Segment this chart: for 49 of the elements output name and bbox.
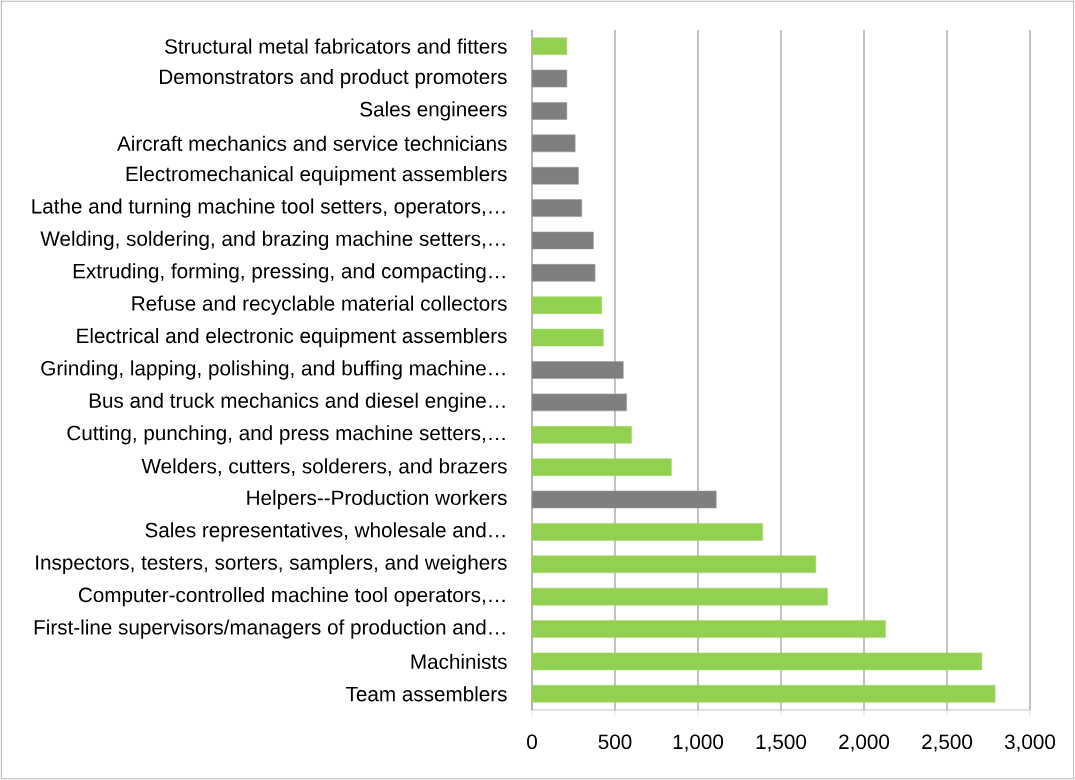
bar xyxy=(531,166,579,185)
x-tick-label: 1,500 xyxy=(756,734,807,752)
x-tick-label: 1,000 xyxy=(673,734,724,752)
bar xyxy=(531,620,886,638)
bar xyxy=(531,393,627,412)
y-tick-label: Helpers--Production workers xyxy=(247,489,507,510)
y-tick-label: Machinists xyxy=(411,653,507,670)
bar xyxy=(531,361,624,379)
bar xyxy=(531,523,764,541)
y-tick-label: Welders, cutters, solderers, and brazers xyxy=(141,458,507,476)
y-tick-label: Structural metal fabricators and fitters xyxy=(165,38,507,54)
y-tick-label: Computer-controlled machine tool operators,… xyxy=(78,587,505,607)
bar xyxy=(531,199,583,217)
y-tick-label: Extruding, forming, pressing, and compacting… xyxy=(73,263,505,283)
x-tick-label: 2,500 xyxy=(922,734,973,752)
bar xyxy=(531,490,717,509)
bar xyxy=(531,458,672,476)
y-tick-label: Sales representatives, wholesale and… xyxy=(145,522,505,542)
y-tick-label: First-line supervisors/managers of production and… xyxy=(34,619,505,639)
y-tick-label: Lathe and turning machine tool setters, operators,… xyxy=(32,198,505,218)
y-tick-label: Welding, soldering, and brazing machine setters,… xyxy=(40,230,505,251)
bar xyxy=(531,685,996,703)
bar xyxy=(531,425,632,444)
bar xyxy=(531,555,817,574)
bar xyxy=(531,587,828,606)
x-tick-label: 500 xyxy=(598,734,632,750)
y-tick-label: Bus and truck mechanics and diesel engine… xyxy=(89,392,505,413)
bar xyxy=(531,264,596,282)
bar xyxy=(531,134,576,153)
y-tick-label: Cutting, punching, and press machine setters,… xyxy=(67,425,505,445)
y-tick-label: Electrical and electronic equipment assemblers xyxy=(77,327,507,348)
y-tick-label: Electromechanical equipment assemblers xyxy=(126,166,507,186)
bar xyxy=(531,37,568,55)
y-tick-label: Aircraft mechanics and service technicians xyxy=(117,135,507,151)
y-tick-label: Demonstrators and product promoters xyxy=(160,68,507,89)
bar xyxy=(531,102,568,120)
bar xyxy=(531,69,568,88)
bar xyxy=(531,652,983,671)
x-tick-label: 3,000 xyxy=(1004,734,1056,752)
bar xyxy=(531,231,594,250)
y-tick-label: Sales engineers xyxy=(360,101,507,121)
y-tick-label: Inspectors, testers, sorters, samplers, and weighers xyxy=(36,554,507,574)
x-tick-label: 0 xyxy=(527,734,537,750)
bar xyxy=(531,296,602,315)
y-tick-label: Grinding, lapping, polishing, and buffing machine… xyxy=(41,360,505,380)
bar xyxy=(531,328,604,347)
y-tick-label: Team assemblers xyxy=(346,686,507,702)
y-tick-label: Refuse and recyclable material collectors xyxy=(132,295,507,315)
x-tick-label: 2,000 xyxy=(839,734,890,752)
